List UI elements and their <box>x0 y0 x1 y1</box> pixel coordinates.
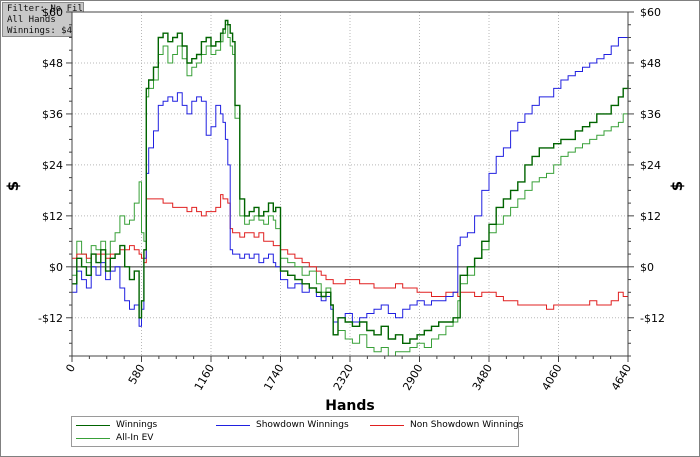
legend-swatch <box>216 424 250 426</box>
y-tick-label-right: $48 <box>640 57 661 70</box>
y-tick-label-left: $60 <box>42 6 63 19</box>
x-axis-title: Hands <box>325 398 375 414</box>
y-tick-label-right: $60 <box>640 6 661 19</box>
y-tick-label-left: $24 <box>42 159 63 172</box>
x-tick-label: 1160 <box>192 362 217 393</box>
x-tick-label: 580 <box>126 362 148 387</box>
x-tick-label: 4060 <box>539 362 564 393</box>
legend-label: Winnings <box>116 420 158 430</box>
y-tick-label-right: $36 <box>640 108 661 121</box>
series-line-showdown-winnings <box>72 37 628 327</box>
legend-label: All-In EV <box>116 433 154 443</box>
legend-swatch <box>76 424 110 426</box>
x-tick-label: 2320 <box>331 362 356 393</box>
x-tick-label: 0 <box>63 362 78 375</box>
y-axis-title-right: $ <box>668 181 686 191</box>
series-line-winnings <box>72 19 629 344</box>
legend-item-non-showdown-winnings: Non Showdown Winnings <box>370 419 523 431</box>
legend-swatch <box>76 437 110 439</box>
x-tick-label: 3480 <box>470 362 495 393</box>
legend-swatch <box>370 424 404 426</box>
hands-label: All Hands <box>7 15 56 25</box>
filter-label: Filter: No Filter <box>7 4 83 14</box>
x-tick-label: 4640 <box>609 362 634 393</box>
y-tick-label-left: $0 <box>49 261 63 274</box>
y-tick-label-left: $48 <box>42 57 63 70</box>
legend-item-showdown-winnings: Showdown Winnings <box>216 419 349 431</box>
y-tick-label-left: $12 <box>42 210 63 223</box>
chart-legend: Winnings Showdown Winnings Non Showdown Wi… <box>71 416 523 447</box>
legend-item-winnings: Winnings <box>76 419 157 431</box>
series-line-non-showdown-winnings <box>72 194 629 310</box>
y-tick-label-right: $0 <box>640 261 654 274</box>
legend-label: Non Showdown Winnings <box>410 420 524 430</box>
y-tick-label-right: $12 <box>640 210 661 223</box>
winnings-label: Winnings: $44.13 <box>7 26 83 36</box>
y-tick-label-right: -$12 <box>640 312 665 325</box>
y-tick-label-right: $24 <box>640 159 661 172</box>
filter-info-box: Filter: No Filter All Hands Winnings: $4… <box>2 2 84 37</box>
legend-item-all-in-ev: All-In EV <box>76 432 153 444</box>
y-axis-title-left: $ <box>4 181 22 191</box>
y-tick-label-left: -$12 <box>38 312 63 325</box>
y-tick-label-left: $36 <box>42 108 63 121</box>
legend-label: Showdown Winnings <box>256 420 349 430</box>
x-tick-label: 1740 <box>261 362 286 393</box>
x-tick-label: 2900 <box>400 362 425 393</box>
